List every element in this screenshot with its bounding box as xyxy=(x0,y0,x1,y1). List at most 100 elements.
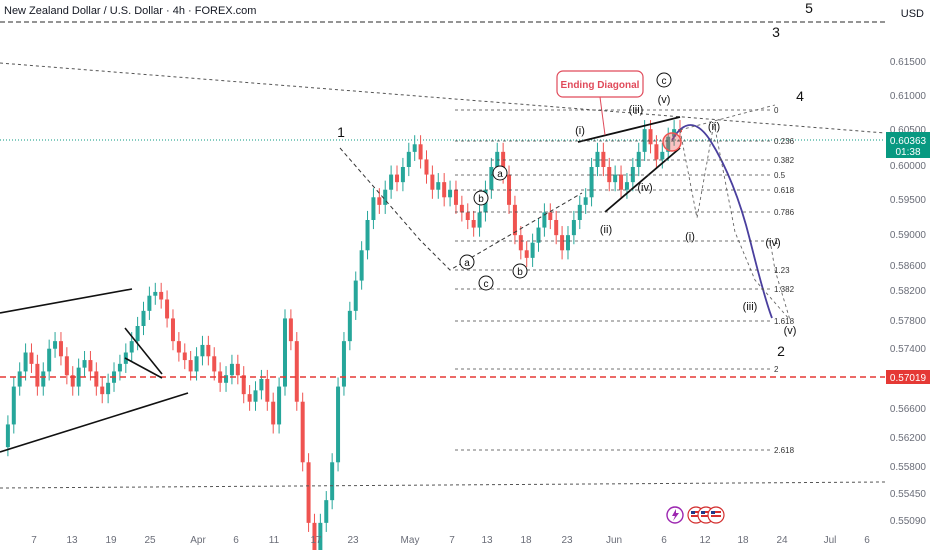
candle-body xyxy=(524,250,529,258)
y-axis: 0.61500 0.61000 0.60500 0.60000 0.59500 0.590… xyxy=(890,57,927,527)
candle-body xyxy=(153,291,158,296)
candle-body xyxy=(176,341,181,353)
candle-body xyxy=(619,174,624,190)
candle-body xyxy=(347,310,352,342)
y-tick-label: 0.61000 xyxy=(890,91,927,102)
candle-body xyxy=(512,204,517,236)
y-tick-label: 0.58600 xyxy=(890,261,927,272)
x-tick-label: 19 xyxy=(105,535,117,546)
x-tick-label: 18 xyxy=(520,535,532,546)
candle-body xyxy=(70,375,75,387)
chart-title: New Zealand Dollar / U.S. Dollar · 4h · … xyxy=(4,5,257,17)
lightning-glyph xyxy=(672,509,679,521)
flag-canton xyxy=(701,511,705,514)
wave-label: 3 xyxy=(772,24,780,40)
candle-body xyxy=(88,360,93,372)
candle-body xyxy=(601,151,606,167)
candle-body xyxy=(100,386,105,395)
candle-body xyxy=(477,212,482,228)
candle-body xyxy=(300,401,305,463)
x-tick-label: May xyxy=(401,535,420,546)
annotations: Ending Diagonal xyxy=(0,21,886,489)
candle-body xyxy=(571,220,576,236)
x-tick-label: Apr xyxy=(190,535,206,546)
candle-body xyxy=(548,212,553,220)
wave-label: (v) xyxy=(658,94,671,106)
wave-label: (iv) xyxy=(765,237,780,249)
candle-body xyxy=(147,295,152,311)
wave-circle-marker xyxy=(656,72,672,88)
candle-body xyxy=(607,167,612,183)
candle-body xyxy=(29,352,34,364)
wave-circle-marker xyxy=(478,275,494,291)
currency-label[interactable]: USD xyxy=(900,8,924,20)
x-tick-label: 6 xyxy=(233,535,239,546)
wave-label: (iii) xyxy=(743,301,758,313)
candle-body xyxy=(660,151,665,160)
candle-body xyxy=(76,367,81,387)
candle-body xyxy=(330,462,335,501)
flag-stripe xyxy=(691,511,701,513)
wave-circle-marker xyxy=(492,165,508,181)
x-tick-label: 23 xyxy=(561,535,573,546)
alt-projection-3 xyxy=(769,239,791,321)
candle-body xyxy=(459,204,464,213)
y-tick-label: 0.61500 xyxy=(890,57,927,68)
candle-body xyxy=(501,151,506,175)
fib-label: 0.618 xyxy=(774,186,795,195)
candle-body xyxy=(17,371,22,387)
wave-label: b xyxy=(517,267,523,278)
channel-upper xyxy=(0,288,133,314)
y-tick-label: 0.56600 xyxy=(890,404,927,415)
alt-projection-1 xyxy=(679,122,791,321)
candle-body xyxy=(648,129,653,145)
flag-stripe xyxy=(691,515,701,517)
wave-label: b xyxy=(478,194,484,205)
candle-body xyxy=(412,144,417,152)
flag-stripe xyxy=(711,515,721,517)
candle-body xyxy=(642,129,647,152)
candle-body xyxy=(589,167,594,198)
x-tick-label: 23 xyxy=(347,535,359,546)
candle-body xyxy=(53,341,58,349)
candle-body xyxy=(400,167,405,183)
candle-body xyxy=(565,235,570,251)
candle-body xyxy=(247,394,252,402)
candle-body xyxy=(135,326,140,342)
x-tick-label: 6 xyxy=(661,535,667,546)
projection-curve xyxy=(671,124,773,319)
candle-body xyxy=(129,341,134,353)
candle-body xyxy=(117,363,122,372)
candle-body xyxy=(294,341,299,402)
candle-body xyxy=(377,197,382,205)
descending-trendline xyxy=(0,62,886,134)
support-price-tag xyxy=(886,370,930,384)
candle-body xyxy=(442,182,447,198)
candle-body xyxy=(312,522,317,550)
wave-label: c xyxy=(484,279,489,290)
fib-label: 0.786 xyxy=(774,208,795,217)
candle-body xyxy=(200,344,205,357)
fib-label: 0.382 xyxy=(774,156,795,165)
candle-body xyxy=(654,144,659,160)
candle-body xyxy=(365,220,370,251)
candle-body xyxy=(212,356,217,372)
countdown-value: 01:38 xyxy=(895,147,920,158)
flag-canton xyxy=(691,511,695,514)
candle-body xyxy=(489,167,494,190)
wave-label: a xyxy=(464,258,470,269)
candle-body xyxy=(206,344,211,357)
candle-body xyxy=(448,189,453,198)
flag-canton xyxy=(711,511,715,514)
candle-body xyxy=(395,174,400,183)
triangle-lower xyxy=(124,357,163,379)
candle-body xyxy=(194,356,199,372)
wave-label: (iii) xyxy=(629,104,644,116)
wave-label: 1 xyxy=(337,124,345,140)
candle-body xyxy=(471,220,476,228)
candle-body xyxy=(265,379,270,402)
candle-body xyxy=(141,310,146,326)
candle-body xyxy=(241,375,246,395)
